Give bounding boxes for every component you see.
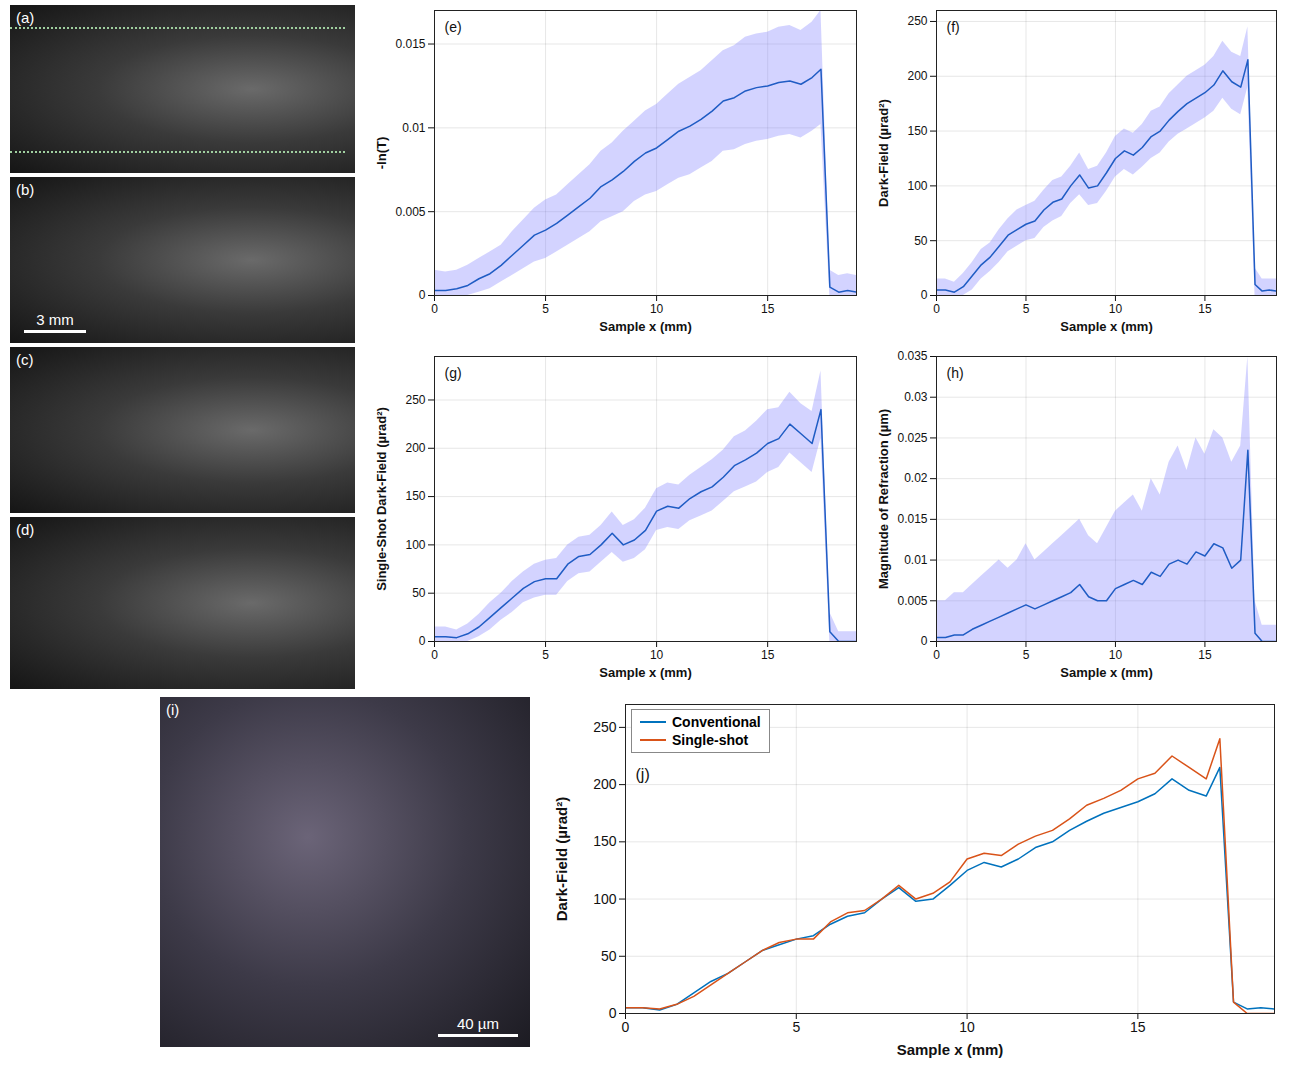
svg-text:250: 250 bbox=[593, 719, 617, 735]
svg-text:0.005: 0.005 bbox=[395, 205, 425, 219]
svg-text:5: 5 bbox=[792, 1019, 800, 1035]
svg-text:100: 100 bbox=[907, 179, 927, 193]
svg-text:10: 10 bbox=[650, 648, 664, 662]
svg-text:Sample x (mm): Sample x (mm) bbox=[599, 665, 691, 680]
html-text:Single-shot: Single-shot bbox=[672, 732, 749, 748]
svg-text:Sample x (mm): Sample x (mm) bbox=[897, 1041, 1004, 1058]
svg-text:200: 200 bbox=[593, 776, 617, 792]
svg-text:0.03: 0.03 bbox=[904, 390, 928, 404]
svg-text:Single-Shot Dark-Field (µrad²): Single-Shot Dark-Field (µrad²) bbox=[374, 407, 389, 591]
svg-text:5: 5 bbox=[542, 302, 549, 316]
svg-text:50: 50 bbox=[412, 586, 426, 600]
svg-text:200: 200 bbox=[405, 441, 425, 455]
html-text:Conventional: Conventional bbox=[672, 714, 761, 730]
svg-text:-ln(T): -ln(T) bbox=[374, 137, 389, 169]
svg-text:0.035: 0.035 bbox=[897, 349, 927, 363]
svg-text:0: 0 bbox=[419, 288, 426, 302]
svg-text:150: 150 bbox=[405, 489, 425, 503]
svg-text:15: 15 bbox=[761, 302, 775, 316]
svg-text:0.01: 0.01 bbox=[402, 121, 426, 135]
svg-text:0: 0 bbox=[622, 1019, 630, 1035]
html-text:(c): (c) bbox=[16, 351, 34, 368]
svg-text:Sample x (mm): Sample x (mm) bbox=[1060, 665, 1152, 680]
svg-text:0.02: 0.02 bbox=[904, 471, 928, 485]
svg-text:0: 0 bbox=[933, 648, 940, 662]
svg-text:5: 5 bbox=[542, 648, 549, 662]
html-text:40 µm: 40 µm bbox=[457, 1015, 499, 1032]
html-text:(a): (a) bbox=[16, 9, 35, 26]
svg-text:250: 250 bbox=[907, 14, 927, 28]
svg-text:Dark-Field (µrad²): Dark-Field (µrad²) bbox=[553, 797, 570, 922]
svg-text:50: 50 bbox=[914, 234, 928, 248]
svg-text:200: 200 bbox=[907, 69, 927, 83]
svg-text:15: 15 bbox=[1198, 302, 1212, 316]
svg-text:(e): (e) bbox=[445, 19, 462, 35]
svg-text:0: 0 bbox=[431, 648, 438, 662]
svg-text:(h): (h) bbox=[947, 365, 964, 381]
svg-text:0: 0 bbox=[609, 1005, 617, 1021]
svg-text:50: 50 bbox=[601, 948, 617, 964]
svg-text:(j): (j) bbox=[636, 766, 650, 783]
svg-text:250: 250 bbox=[405, 393, 425, 407]
svg-text:100: 100 bbox=[405, 538, 425, 552]
svg-text:0.015: 0.015 bbox=[897, 512, 927, 526]
svg-text:10: 10 bbox=[650, 302, 664, 316]
svg-text:0: 0 bbox=[419, 634, 426, 648]
svg-text:0.025: 0.025 bbox=[897, 431, 927, 445]
svg-text:150: 150 bbox=[907, 124, 927, 138]
svg-text:Magnitude of Refraction (µm): Magnitude of Refraction (µm) bbox=[876, 409, 891, 589]
svg-text:(g): (g) bbox=[445, 365, 462, 381]
svg-text:Sample x (mm): Sample x (mm) bbox=[599, 319, 691, 334]
svg-text:Dark-Field (µrad²): Dark-Field (µrad²) bbox=[876, 99, 891, 207]
svg-text:(f): (f) bbox=[947, 19, 960, 35]
svg-text:10: 10 bbox=[1109, 648, 1123, 662]
svg-text:0: 0 bbox=[431, 302, 438, 316]
svg-text:150: 150 bbox=[593, 833, 617, 849]
svg-text:0: 0 bbox=[921, 288, 928, 302]
svg-text:Sample x (mm): Sample x (mm) bbox=[1060, 319, 1152, 334]
svg-text:15: 15 bbox=[761, 648, 775, 662]
svg-text:0.015: 0.015 bbox=[395, 37, 425, 51]
html-text:(b): (b) bbox=[16, 181, 35, 198]
svg-text:0: 0 bbox=[933, 302, 940, 316]
html-text:(d): (d) bbox=[16, 521, 35, 538]
svg-text:0.005: 0.005 bbox=[897, 594, 927, 608]
svg-text:10: 10 bbox=[1109, 302, 1123, 316]
html-text:3 mm: 3 mm bbox=[36, 311, 74, 328]
html-text:(i): (i) bbox=[166, 701, 180, 718]
svg-text:0: 0 bbox=[921, 634, 928, 648]
svg-text:5: 5 bbox=[1023, 648, 1030, 662]
svg-text:15: 15 bbox=[1198, 648, 1212, 662]
svg-text:15: 15 bbox=[1130, 1019, 1146, 1035]
svg-text:10: 10 bbox=[959, 1019, 975, 1035]
svg-text:100: 100 bbox=[593, 891, 617, 907]
svg-text:5: 5 bbox=[1023, 302, 1030, 316]
svg-text:0.01: 0.01 bbox=[904, 553, 928, 567]
